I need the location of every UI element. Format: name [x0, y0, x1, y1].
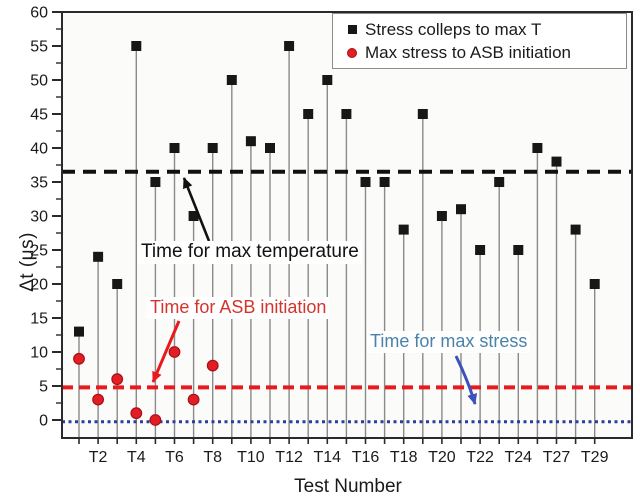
black-square-marker: [169, 143, 180, 153]
black-square-marker: [379, 177, 390, 187]
black-square-marker: [532, 143, 543, 153]
x-tick-label: T10: [237, 449, 265, 466]
black-square-marker: [207, 143, 218, 153]
black-square-marker: [475, 245, 486, 255]
black-square-marker: [93, 251, 104, 262]
annotation-time-for-max-temperature: Time for max temperature: [138, 241, 362, 264]
x-tick-label: T16: [352, 449, 380, 466]
x-tick-label: T22: [466, 449, 494, 466]
x-tick-label: T2: [89, 449, 108, 466]
red-circle-marker: [206, 359, 219, 372]
red-circle-marker: [187, 393, 200, 406]
asb-initiation-arrow: [151, 320, 181, 383]
y-tick-label: 50: [30, 73, 48, 90]
x-tick-label: T27: [543, 449, 571, 466]
black-square-marker: [570, 224, 581, 235]
black-square-marker: [341, 109, 352, 119]
black-square-marker: [303, 109, 314, 119]
y-axis-title: Δt (μs): [17, 232, 38, 292]
y-tick-label: 10: [30, 345, 48, 362]
black-square-marker: [265, 143, 275, 153]
black-square-marker: [398, 224, 409, 235]
black-square-marker: [112, 279, 123, 289]
black-square-marker: [284, 41, 295, 51]
legend-item-label: Stress colleps to max T: [365, 19, 542, 39]
black-square-marker: [360, 177, 371, 187]
y-tick-label: 60: [30, 5, 48, 22]
black-square-marker: [417, 109, 428, 119]
y-tick-label: 20: [30, 277, 48, 294]
x-tick-label: T4: [127, 449, 146, 466]
x-tick-label: T29: [581, 449, 609, 466]
legend-item-stress-to-maxT: Stress colleps to max T: [339, 21, 626, 38]
black-square-marker: [322, 75, 333, 85]
y-tick-label: 55: [30, 39, 48, 56]
black-square-marker: [589, 279, 600, 289]
legend-item-label: Max stress to ASB initiation: [365, 43, 571, 63]
y-tick-label: 30: [30, 209, 48, 226]
black-square-marker: [436, 211, 447, 221]
y-tick-label: 25: [30, 243, 48, 260]
x-tick-label: T14: [314, 449, 342, 466]
x-tick-label: T18: [390, 449, 418, 466]
y-tick-label: 0: [39, 413, 48, 430]
x-axis-title: Test Number: [294, 476, 402, 497]
y-tick-label: 5: [39, 379, 48, 396]
black-square-marker: [494, 177, 505, 187]
black-square-marker: [74, 326, 84, 337]
y-tick-label: 35: [30, 175, 48, 192]
legend-circle-marker-icon: [339, 47, 365, 58]
max-stress-arrow: [454, 355, 478, 405]
annotation-time-for-asb-initiation: Time for ASB initiation: [147, 297, 330, 319]
x-tick-label: T6: [165, 449, 184, 466]
x-tick-label: T20: [428, 449, 456, 466]
red-circle-marker: [149, 414, 162, 426]
black-square-marker: [551, 156, 562, 167]
black-square-marker: [150, 177, 161, 187]
black-square-marker: [513, 245, 524, 255]
y-tick-label: 45: [30, 107, 48, 124]
red-circle-marker: [168, 346, 181, 358]
legend-square-marker-icon: [339, 24, 365, 34]
red-circle-marker: [73, 352, 85, 365]
annotation-time-for-max-stress: Time for max stress: [367, 331, 531, 353]
legend: Stress colleps to max T Max stress to AS…: [332, 13, 627, 69]
black-square-marker: [131, 41, 142, 51]
x-tick-label: T24: [505, 449, 533, 466]
black-square-marker: [245, 136, 256, 147]
black-square-marker: [456, 204, 466, 215]
red-circle-marker: [130, 407, 143, 420]
max-temperature-arrow: [182, 177, 211, 242]
legend-item-maxstress-to-asb: Max stress to ASB initiation: [339, 44, 626, 61]
y-tick-label: 40: [30, 141, 48, 158]
x-tick-label: T12: [275, 449, 303, 466]
y-tick-label: 15: [30, 311, 48, 328]
black-square-marker: [226, 75, 237, 85]
x-tick-label: T8: [203, 449, 222, 466]
red-circle-marker: [92, 393, 104, 406]
black-square-marker: [188, 211, 199, 221]
red-circle-marker: [111, 373, 124, 386]
